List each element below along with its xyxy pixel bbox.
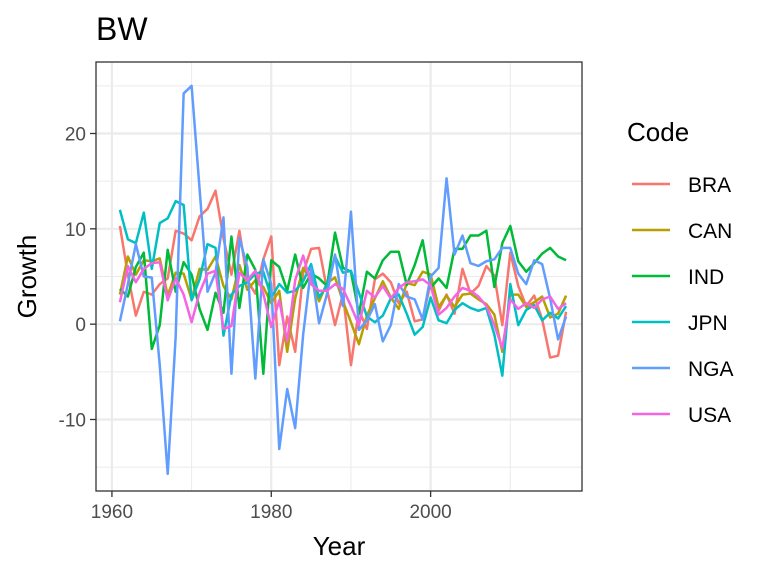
legend-label-usa: USA: [688, 404, 731, 427]
axis-ticks: 1960 1980 2000 -10 0 10 20: [59, 125, 452, 524]
series-line-usa: [118, 254, 567, 350]
x-axis-title: Year: [313, 531, 366, 561]
series-layer: [118, 84, 568, 476]
legend-label-nga: NGA: [688, 358, 734, 381]
x-tick-label: 2000: [409, 502, 451, 523]
legend-label-bra: BRA: [688, 174, 731, 197]
series-line-jpn: [118, 199, 568, 377]
legend-title: Code: [627, 117, 689, 147]
y-tick-label: 20: [65, 125, 86, 146]
panel-border: [95, 61, 583, 492]
series-line-ind: [119, 224, 567, 375]
series-line-nga: [118, 84, 568, 476]
legend-label-can: CAN: [688, 220, 732, 243]
legend-label-ind: IND: [688, 266, 724, 289]
legend: Code BRA CAN IND JPN NGA USA: [627, 117, 734, 427]
chart-title: BW: [96, 11, 148, 47]
y-tick-label: 0: [75, 315, 86, 336]
y-tick-label: -10: [59, 411, 86, 432]
x-tick-label: 1960: [91, 502, 133, 523]
y-tick-label: 10: [65, 220, 86, 241]
legend-label-jpn: JPN: [688, 312, 728, 335]
y-axis-title: Growth: [12, 235, 42, 319]
x-tick-label: 1980: [250, 502, 292, 523]
